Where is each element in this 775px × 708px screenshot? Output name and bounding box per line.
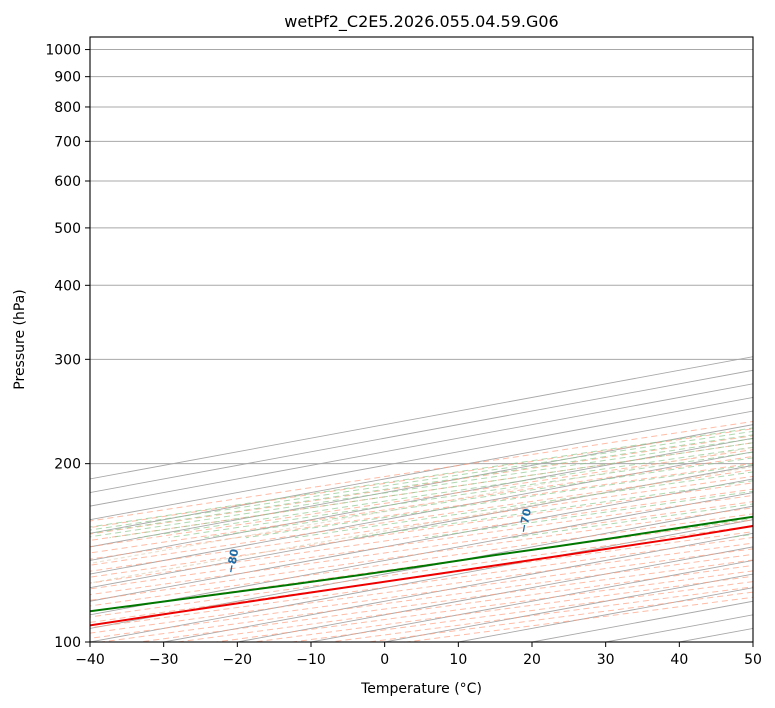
isotherm-line [90, 424, 753, 548]
x-axis-label: Temperature (°C) [360, 681, 482, 697]
y-tick-label: 500 [54, 221, 81, 237]
y-tick-label: 400 [54, 278, 81, 294]
isotherm-label: −70 [517, 507, 534, 534]
reference-line-labels: −100−90−80−70−60−50−40−30−20−10010203040… [224, 507, 534, 575]
y-tick-label: 700 [54, 134, 81, 150]
y-tick-label: 800 [54, 100, 81, 116]
y-axis-label: Pressure (hPa) [12, 289, 28, 389]
isotherm-label: −80 [224, 548, 241, 575]
plot-frame [89, 36, 754, 643]
isotherm-line [163, 532, 753, 642]
x-tick-label: 0 [380, 652, 389, 668]
y-tick-label: 1000 [45, 43, 81, 59]
y-tick-label: 300 [54, 352, 81, 368]
x-tick-label: −40 [75, 652, 105, 668]
x-tick-label: 10 [449, 652, 467, 668]
isotherm-line [90, 492, 753, 616]
x-tick-label: 40 [670, 652, 688, 668]
x-tick-label: −30 [149, 652, 179, 668]
isotherm-line [90, 519, 753, 642]
y-tick-label: 600 [54, 174, 81, 190]
x-axis-ticks: −40 −30 −20 −10 0 10 20 30 40 50 [75, 642, 762, 668]
x-tick-label: −10 [296, 652, 326, 668]
chart-title: wetPf2_C2E5.2026.055.04.59.G06 [284, 12, 558, 32]
y-tick-label: 200 [54, 457, 81, 473]
isotherm-line [752, 641, 753, 642]
y-tick-label: 100 [54, 635, 81, 651]
y-axis-ticks: 100 200 300 400 500 600 700 800 900 1000 [45, 43, 90, 651]
background-lines [90, 49, 753, 642]
isotherm-line [90, 478, 753, 602]
x-tick-label: −20 [223, 652, 253, 668]
y-tick-label: 900 [54, 70, 81, 86]
x-tick-label: 50 [744, 652, 762, 668]
isotherm-line [90, 451, 753, 575]
isotherm-line [90, 437, 753, 561]
x-tick-label: 30 [597, 652, 615, 668]
isotherm-line [90, 505, 753, 629]
x-tick-label: 20 [523, 652, 541, 668]
